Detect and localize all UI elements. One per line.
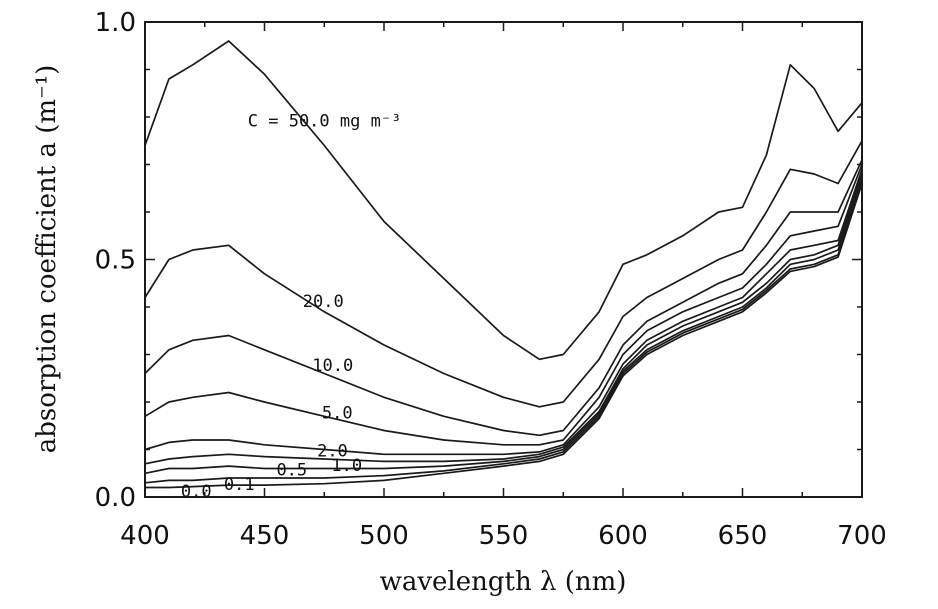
x-tick-label: 600 bbox=[598, 521, 648, 551]
x-tick-label: 400 bbox=[120, 521, 170, 551]
series-line-1 bbox=[144, 140, 863, 408]
y-axis: 0.0 0.5 1.0 bbox=[95, 8, 862, 513]
x-axis: 400 450 500 550 600 650 700 bbox=[120, 22, 887, 551]
series-label-1: 20.0 bbox=[303, 292, 344, 312]
series-line-2 bbox=[144, 159, 863, 437]
x-tick-label: 500 bbox=[359, 521, 409, 551]
series-labels: C = 50.0 mg m⁻³ 20.0 10.0 5.0 2.01.0 0.5 0.1 0.… bbox=[181, 112, 401, 503]
series-line-8 bbox=[145, 183, 863, 489]
series-line-5 bbox=[144, 173, 863, 465]
x-tick-label: 700 bbox=[837, 521, 887, 551]
y-tick-label: 0.0 bbox=[95, 483, 136, 513]
series-label-5: 1.0 bbox=[331, 456, 362, 476]
x-tick-label: 550 bbox=[479, 521, 529, 551]
series-line-3 bbox=[144, 164, 863, 446]
x-tick-label: 450 bbox=[240, 521, 290, 551]
y-axis-title: absorption coefficient a (m⁻¹) bbox=[32, 65, 62, 454]
y-tick-label: 1.0 bbox=[95, 8, 136, 38]
series-label-0: C = 50.0 mg m⁻³ bbox=[248, 112, 402, 132]
series-label-4: 2.0 bbox=[317, 442, 348, 462]
series-group bbox=[144, 40, 863, 489]
y-tick-label: 0.5 bbox=[95, 246, 136, 276]
series-label-3: 5.0 bbox=[322, 404, 353, 424]
series-label-6: 0.5 bbox=[276, 461, 307, 481]
series-line-0 bbox=[144, 40, 863, 361]
series-label-7: 0.1 bbox=[224, 475, 255, 495]
series-line-7 bbox=[144, 180, 863, 484]
series-line-6 bbox=[144, 178, 863, 475]
series-label-2: 10.0 bbox=[312, 356, 353, 376]
x-axis-title: wavelength λ (nm) bbox=[380, 567, 627, 597]
series-label-8: 0.0 bbox=[181, 482, 212, 502]
x-tick-label: 650 bbox=[718, 521, 768, 551]
series-line-4 bbox=[144, 169, 863, 456]
